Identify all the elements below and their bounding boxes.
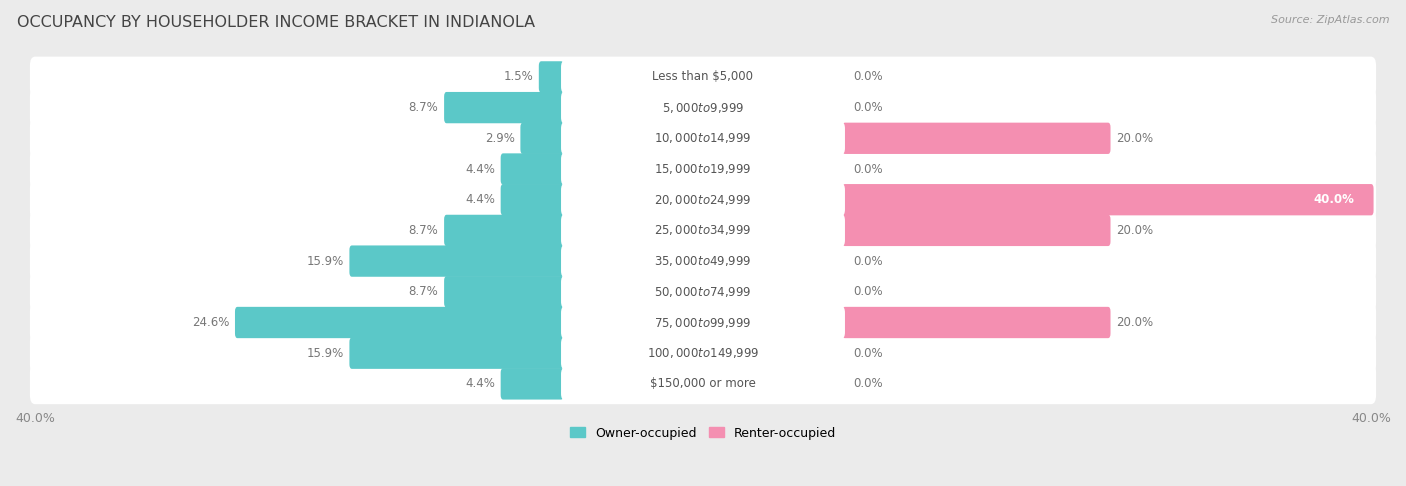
Text: $5,000 to $9,999: $5,000 to $9,999 xyxy=(662,101,744,115)
FancyBboxPatch shape xyxy=(235,307,564,338)
Text: $35,000 to $49,999: $35,000 to $49,999 xyxy=(654,254,752,268)
Text: 8.7%: 8.7% xyxy=(409,101,439,114)
Text: 4.4%: 4.4% xyxy=(465,378,495,390)
FancyBboxPatch shape xyxy=(30,87,1376,128)
Text: 20.0%: 20.0% xyxy=(1116,132,1153,145)
Text: 0.0%: 0.0% xyxy=(853,285,883,298)
Text: 2.9%: 2.9% xyxy=(485,132,515,145)
FancyBboxPatch shape xyxy=(501,154,564,185)
Text: 0.0%: 0.0% xyxy=(853,347,883,360)
Text: 8.7%: 8.7% xyxy=(409,224,439,237)
FancyBboxPatch shape xyxy=(444,276,564,308)
Text: 0.0%: 0.0% xyxy=(853,378,883,390)
FancyBboxPatch shape xyxy=(842,215,1111,246)
Text: 4.4%: 4.4% xyxy=(465,193,495,206)
FancyBboxPatch shape xyxy=(30,210,1376,251)
FancyBboxPatch shape xyxy=(30,272,1376,312)
FancyBboxPatch shape xyxy=(561,337,845,369)
FancyBboxPatch shape xyxy=(30,241,1376,281)
FancyBboxPatch shape xyxy=(561,92,845,123)
Text: 8.7%: 8.7% xyxy=(409,285,439,298)
FancyBboxPatch shape xyxy=(561,61,845,93)
FancyBboxPatch shape xyxy=(30,57,1376,97)
FancyBboxPatch shape xyxy=(350,245,564,277)
FancyBboxPatch shape xyxy=(444,215,564,246)
FancyBboxPatch shape xyxy=(501,368,564,399)
Text: 15.9%: 15.9% xyxy=(307,347,343,360)
FancyBboxPatch shape xyxy=(842,307,1111,338)
Text: $10,000 to $14,999: $10,000 to $14,999 xyxy=(654,131,752,145)
FancyBboxPatch shape xyxy=(538,61,564,92)
FancyBboxPatch shape xyxy=(501,184,564,215)
Text: 20.0%: 20.0% xyxy=(1116,316,1153,329)
Text: 15.9%: 15.9% xyxy=(307,255,343,268)
Text: 24.6%: 24.6% xyxy=(191,316,229,329)
FancyBboxPatch shape xyxy=(30,333,1376,373)
Text: $20,000 to $24,999: $20,000 to $24,999 xyxy=(654,193,752,207)
Text: 0.0%: 0.0% xyxy=(853,255,883,268)
FancyBboxPatch shape xyxy=(30,364,1376,404)
Text: 0.0%: 0.0% xyxy=(853,162,883,175)
FancyBboxPatch shape xyxy=(561,368,845,400)
FancyBboxPatch shape xyxy=(30,149,1376,189)
Text: $75,000 to $99,999: $75,000 to $99,999 xyxy=(654,315,752,330)
Text: 4.4%: 4.4% xyxy=(465,162,495,175)
FancyBboxPatch shape xyxy=(520,122,564,154)
FancyBboxPatch shape xyxy=(561,214,845,246)
FancyBboxPatch shape xyxy=(561,276,845,308)
Text: Source: ZipAtlas.com: Source: ZipAtlas.com xyxy=(1271,15,1389,25)
FancyBboxPatch shape xyxy=(561,122,845,154)
Text: 0.0%: 0.0% xyxy=(853,70,883,84)
FancyBboxPatch shape xyxy=(350,338,564,369)
Text: $100,000 to $149,999: $100,000 to $149,999 xyxy=(647,346,759,360)
Text: 0.0%: 0.0% xyxy=(853,101,883,114)
FancyBboxPatch shape xyxy=(561,184,845,216)
FancyBboxPatch shape xyxy=(561,307,845,338)
Text: Less than $5,000: Less than $5,000 xyxy=(652,70,754,84)
FancyBboxPatch shape xyxy=(30,302,1376,343)
FancyBboxPatch shape xyxy=(30,118,1376,158)
FancyBboxPatch shape xyxy=(561,153,845,185)
FancyBboxPatch shape xyxy=(561,245,845,277)
Text: 1.5%: 1.5% xyxy=(503,70,533,84)
FancyBboxPatch shape xyxy=(30,179,1376,220)
Text: 20.0%: 20.0% xyxy=(1116,224,1153,237)
Text: $15,000 to $19,999: $15,000 to $19,999 xyxy=(654,162,752,176)
Text: $25,000 to $34,999: $25,000 to $34,999 xyxy=(654,224,752,237)
FancyBboxPatch shape xyxy=(842,184,1374,215)
Legend: Owner-occupied, Renter-occupied: Owner-occupied, Renter-occupied xyxy=(569,427,837,439)
FancyBboxPatch shape xyxy=(444,92,564,123)
Text: $150,000 or more: $150,000 or more xyxy=(650,378,756,390)
Text: $50,000 to $74,999: $50,000 to $74,999 xyxy=(654,285,752,299)
Text: OCCUPANCY BY HOUSEHOLDER INCOME BRACKET IN INDIANOLA: OCCUPANCY BY HOUSEHOLDER INCOME BRACKET … xyxy=(17,15,536,30)
FancyBboxPatch shape xyxy=(842,122,1111,154)
Text: 40.0%: 40.0% xyxy=(1313,193,1354,206)
